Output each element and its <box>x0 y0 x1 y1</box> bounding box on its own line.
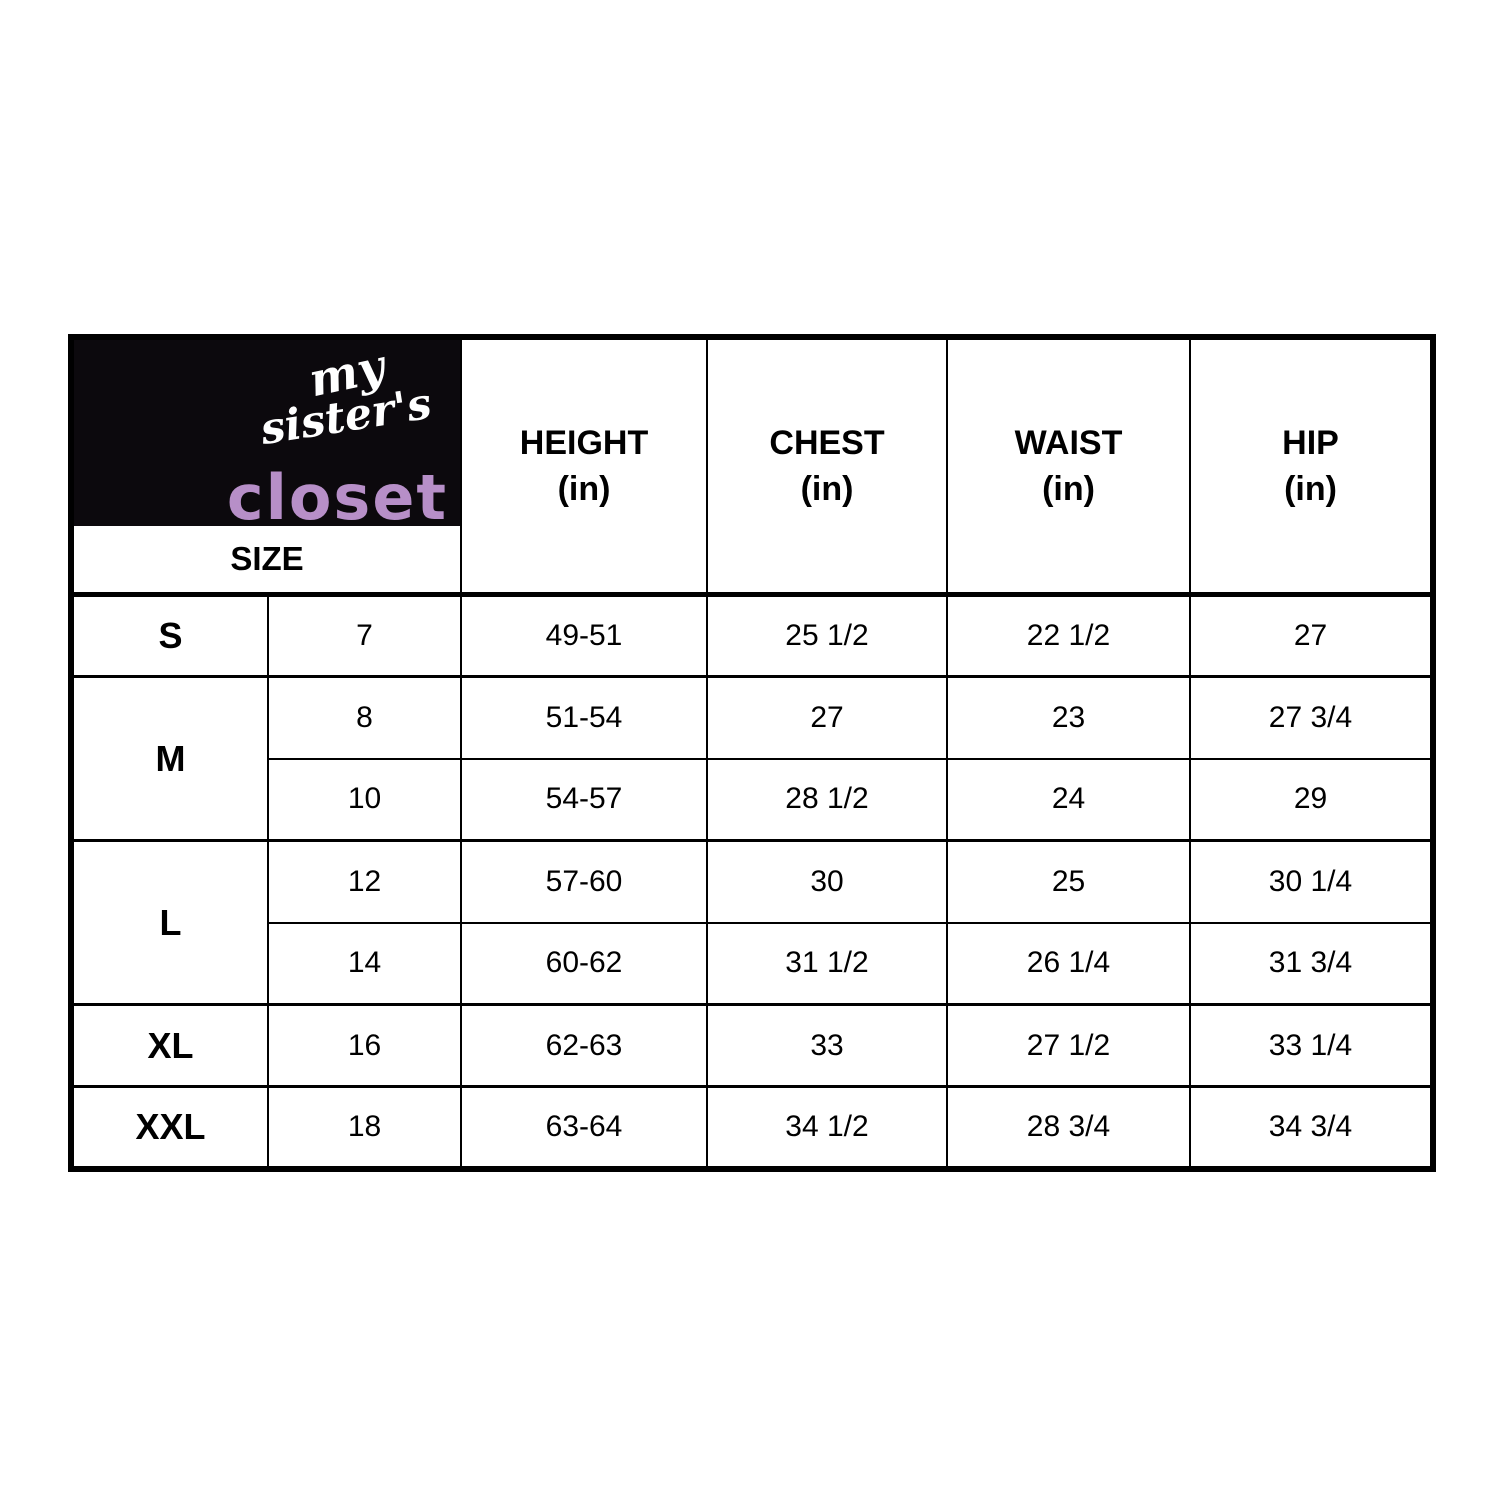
chest-value-l14: 31 1/2 <box>706 921 949 1006</box>
height-value-l14: 60-62 <box>460 921 709 1006</box>
height-value-xxl: 63-64 <box>460 1085 709 1170</box>
waist-value-m8: 23 <box>946 675 1192 760</box>
column-header-waist: WAIST (in) <box>946 336 1192 597</box>
size-label-xl: XL <box>70 1003 269 1088</box>
waist-value-m10: 24 <box>946 757 1192 842</box>
row-size-xxl: XXL 18 63-64 34 1/2 28 3/4 34 3/4 <box>70 1085 1435 1170</box>
size-label-m: M <box>70 675 269 842</box>
size-number-18: 18 <box>266 1085 463 1170</box>
column-header-hip: HIP (in) <box>1189 336 1435 597</box>
header-row: my sister's closet SIZE HEIGHT (in) CHES… <box>69 336 1435 597</box>
brand-wordmark: closet <box>226 461 449 527</box>
column-header-chest-label: CHEST <box>769 424 885 462</box>
row-size-m-8: M 8 51-54 27 23 27 3/4 <box>70 675 1435 842</box>
size-number-16: 16 <box>266 1003 463 1088</box>
size-number-10: 10 <box>266 757 463 842</box>
column-header-hip-label: HIP <box>1282 424 1339 462</box>
hip-value-l12: 30 1/4 <box>1189 839 1435 924</box>
hip-value-s: 27 <box>1189 593 1435 678</box>
height-value-xl: 62-63 <box>460 1003 709 1088</box>
height-value-s: 49-51 <box>460 593 709 678</box>
chest-value-xxl: 34 1/2 <box>706 1085 949 1170</box>
chest-value-m8: 27 <box>706 675 949 760</box>
row-size-xl: XL 16 62-63 33 27 1/2 33 1/4 <box>70 1003 1435 1088</box>
brand-logo: my sister's closet <box>74 340 460 526</box>
size-column-header: SIZE <box>74 526 460 590</box>
hip-value-xl: 33 1/4 <box>1189 1003 1435 1088</box>
chest-value-xl: 33 <box>706 1003 949 1088</box>
chest-value-m10: 28 1/2 <box>706 757 949 842</box>
column-header-chest: CHEST (in) <box>706 336 949 597</box>
chest-value-s: 25 1/2 <box>706 593 949 678</box>
row-size-l-12: L 12 57-60 30 25 30 1/4 <box>70 839 1435 1006</box>
column-header-hip-unit: (in) <box>1284 470 1337 508</box>
waist-value-s: 22 1/2 <box>946 593 1192 678</box>
chest-value-l12: 30 <box>706 839 949 924</box>
hip-value-m8: 27 3/4 <box>1189 675 1435 760</box>
hip-value-l14: 31 3/4 <box>1189 921 1435 1006</box>
size-number-7: 7 <box>266 593 463 678</box>
hip-value-m10: 29 <box>1189 757 1435 842</box>
size-number-8: 8 <box>266 675 463 760</box>
row-size-s: S 7 49-51 25 1/2 22 1/2 27 <box>70 593 1435 678</box>
size-number-12: 12 <box>266 839 463 924</box>
height-value-m10: 54-57 <box>460 757 709 842</box>
column-header-height-unit: (in) <box>557 470 611 508</box>
size-label-xxl: XXL <box>70 1085 269 1170</box>
waist-value-l12: 25 <box>946 839 1192 924</box>
column-header-chest-unit: (in) <box>800 470 854 508</box>
size-label-l: L <box>70 839 269 1006</box>
row-size-m-10: 10 54-57 28 1/2 24 29 <box>71 757 1435 842</box>
size-number-14: 14 <box>266 921 463 1006</box>
column-header-waist-unit: (in) <box>1042 470 1095 508</box>
size-header-label: SIZE <box>230 540 304 577</box>
waist-value-xl: 27 1/2 <box>946 1003 1192 1088</box>
waist-value-l14: 26 1/4 <box>946 921 1192 1006</box>
height-value-l12: 57-60 <box>460 839 709 924</box>
row-size-l-14: 14 60-62 31 1/2 26 1/4 31 3/4 <box>71 921 1435 1006</box>
waist-value-xxl: 28 3/4 <box>946 1085 1192 1170</box>
brand-header-cell: my sister's closet SIZE <box>69 336 463 597</box>
hip-value-xxl: 34 3/4 <box>1189 1085 1435 1170</box>
height-value-m8: 51-54 <box>460 675 709 760</box>
column-header-height: HEIGHT (in) <box>460 336 709 597</box>
column-header-height-label: HEIGHT <box>519 424 649 462</box>
size-chart-table: my sister's closet SIZE HEIGHT (in) CHES… <box>68 334 1437 1172</box>
column-header-waist-label: WAIST <box>1014 424 1123 462</box>
size-label-s: S <box>70 593 269 678</box>
